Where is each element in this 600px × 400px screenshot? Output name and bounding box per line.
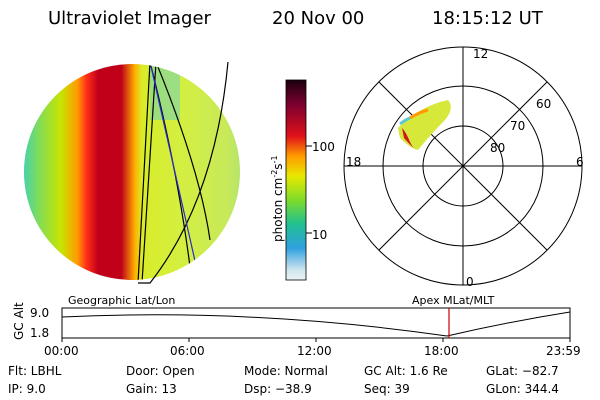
door-value: Door: Open [126,364,195,378]
glat-value: GLat: −82.7 [486,364,559,378]
orbit-xtick-1800: 18:00 [424,344,459,358]
lat-label-60: 60 [536,97,552,111]
gc-alt-value: GC Alt: 1.6 Re [364,364,448,378]
orbit-xtick-1200: 12:00 [297,344,332,358]
colorbar-tick-10: 10 [312,228,328,242]
color-scale-bar [285,79,312,281]
filter-value: Flt: LBHL [8,364,62,378]
orbit-xtick-2359: 23:59 [546,344,581,358]
mlt-label-18: 18 [346,155,362,169]
ip-value: IP: 9.0 [8,382,46,396]
orbit-xtick-0600: 06:00 [170,344,205,358]
mlt-label-12: 12 [473,47,489,61]
time-label: 18:15:12 UT [432,8,543,29]
lat-label-70: 70 [510,119,526,133]
orbit-track-line [138,61,229,284]
orbit-y-axis-label: GC Alt [12,302,26,340]
gain-value: Gain: 13 [126,382,177,396]
glon-value: GLon: 344.4 [486,382,559,396]
colorbar-tick-100: 100 [312,140,335,154]
orbit-altitude-chart [61,307,571,342]
mlt-label-0: 0 [466,275,474,289]
app-title: Ultraviolet Imager [48,8,211,29]
mode-value: Mode: Normal [244,364,328,378]
date-label: 20 Nov 00 [272,8,365,29]
seq-value: Seq: 39 [364,382,410,396]
lat-label-80: 80 [490,141,506,155]
mlt-label-6: 6 [576,155,584,169]
dsp-value: Dsp: −38.9 [244,382,312,396]
orbit-ytick-1-8: 1.8 [30,326,50,340]
orbit-right-title: Apex MLat/MLT [412,294,495,307]
orbit-left-title: Geographic Lat/Lon [68,294,176,307]
orbit-ytick-9: 9.0 [30,306,50,320]
orbit-xtick-0000: 00:00 [44,344,79,358]
